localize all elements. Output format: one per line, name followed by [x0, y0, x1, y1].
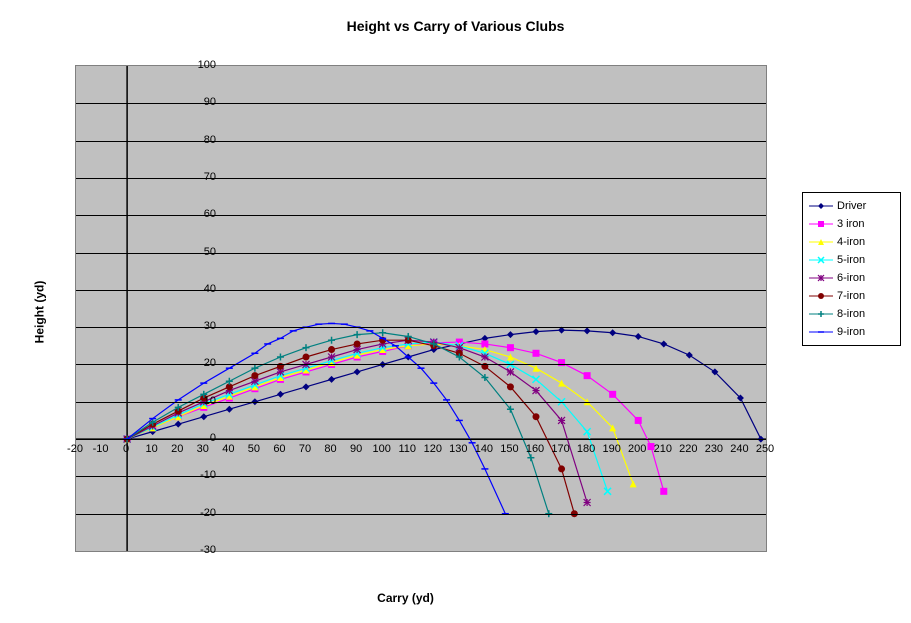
gridline: [76, 402, 766, 403]
x-tick-label: 50: [248, 443, 260, 455]
plot-area: [75, 65, 767, 552]
x-tick-label: 110: [398, 443, 416, 455]
legend-item: 6-iron: [809, 269, 894, 287]
legend-label: 9-iron: [837, 326, 865, 338]
legend-marker-icon: [809, 272, 833, 284]
gridline: [76, 215, 766, 216]
y-tick-label: 30: [186, 320, 216, 332]
legend-label: 3 iron: [837, 218, 865, 230]
x-tick-label: 100: [372, 443, 390, 455]
gridline: [76, 476, 766, 477]
legend-item: 4-iron: [809, 233, 894, 251]
x-tick-label: 170: [551, 443, 569, 455]
x-tick-label: -10: [93, 443, 109, 455]
legend-item: 8-iron: [809, 305, 894, 323]
chart-container: Height vs Carry of Various Clubs Height …: [0, 0, 911, 623]
gridline: [76, 178, 766, 179]
legend-marker-icon: [809, 200, 833, 212]
x-tick-label: 220: [679, 443, 697, 455]
x-tick-label: 190: [602, 443, 620, 455]
x-tick-label: 180: [577, 443, 595, 455]
y-tick-label: 100: [186, 59, 216, 71]
legend-item: 5-iron: [809, 251, 894, 269]
y-tick-label: 70: [186, 171, 216, 183]
gridline: [76, 103, 766, 104]
legend-label: 7-iron: [837, 290, 865, 302]
gridline: [76, 290, 766, 291]
x-tick-label: 10: [146, 443, 158, 455]
legend-marker-icon: [809, 326, 833, 338]
legend-item: Driver: [809, 197, 894, 215]
legend-marker-icon: [809, 290, 833, 302]
gridline: [76, 141, 766, 142]
y-tick-label: 10: [186, 395, 216, 407]
x-tick-label: 60: [273, 443, 285, 455]
legend-label: 6-iron: [837, 272, 865, 284]
x-tick-label: 30: [197, 443, 209, 455]
legend-marker-icon: [809, 218, 833, 230]
legend-item: 9-iron: [809, 323, 894, 341]
legend-marker-icon: [809, 254, 833, 266]
gridline: [76, 439, 766, 440]
legend-label: 4-iron: [837, 236, 865, 248]
legend-item: 7-iron: [809, 287, 894, 305]
gridline: [76, 327, 766, 328]
gridline: [76, 514, 766, 515]
x-tick-label: 150: [500, 443, 518, 455]
legend-marker-icon: [809, 308, 833, 320]
x-tick-label: 130: [449, 443, 467, 455]
legend-label: 8-iron: [837, 308, 865, 320]
legend: Driver 3 iron 4-iron 5-iron 6-iron 7-iron 8-ir…: [802, 192, 901, 346]
y-tick-label: -30: [186, 544, 216, 556]
y-tick-label: 80: [186, 134, 216, 146]
x-tick-label: 200: [628, 443, 646, 455]
legend-item: 3 iron: [809, 215, 894, 233]
x-tick-label: 230: [705, 443, 723, 455]
gridline: [76, 364, 766, 365]
x-tick-label: 120: [424, 443, 442, 455]
x-tick-label: 0: [123, 443, 129, 455]
y-tick-label: 50: [186, 246, 216, 258]
y-axis-label: Height (yd): [32, 280, 46, 343]
legend-marker-icon: [809, 236, 833, 248]
x-axis-label: Carry (yd): [0, 591, 811, 605]
x-tick-label: 240: [730, 443, 748, 455]
y-tick-label: -20: [186, 507, 216, 519]
y-tick-label: 40: [186, 283, 216, 295]
y-tick-label: 90: [186, 96, 216, 108]
x-tick-label: 250: [756, 443, 774, 455]
chart-svg: [76, 66, 766, 551]
y-tick-label: 60: [186, 208, 216, 220]
x-tick-label: 20: [171, 443, 183, 455]
y-tick-label: -10: [186, 469, 216, 481]
chart-title: Height vs Carry of Various Clubs: [0, 18, 911, 34]
y-tick-label: 20: [186, 357, 216, 369]
x-tick-label: 40: [222, 443, 234, 455]
legend-label: Driver: [837, 200, 866, 212]
x-tick-label: 140: [475, 443, 493, 455]
legend-label: 5-iron: [837, 254, 865, 266]
x-tick-label: 160: [526, 443, 544, 455]
x-tick-label: -20: [67, 443, 83, 455]
x-tick-label: 90: [350, 443, 362, 455]
x-tick-label: 70: [299, 443, 311, 455]
gridline: [76, 253, 766, 254]
x-tick-label: 80: [324, 443, 336, 455]
x-tick-label: 210: [654, 443, 672, 455]
